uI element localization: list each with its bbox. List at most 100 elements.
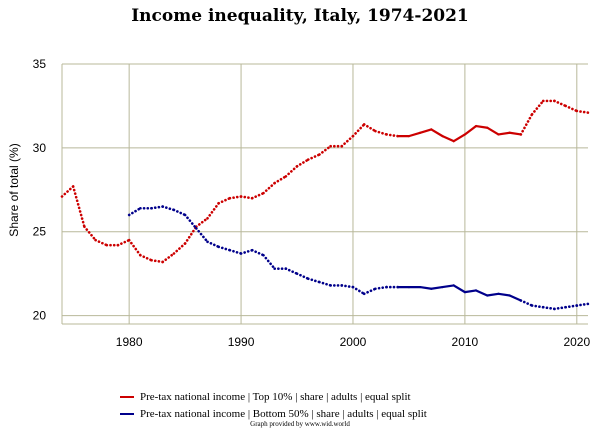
series-segment [318, 280, 332, 287]
x-tick-label: 2010 [452, 335, 479, 349]
series-segment [351, 285, 366, 296]
y-axis-label: Share of total (%) [7, 143, 21, 236]
x-tick-label: 2020 [563, 335, 590, 349]
series-segment [553, 99, 567, 108]
series-segment [497, 131, 511, 136]
series-segment [362, 123, 377, 133]
series-segment [463, 124, 478, 136]
series-segment [284, 165, 299, 178]
series-segment [306, 153, 321, 161]
y-tick-label: 30 [33, 141, 47, 155]
legend-item-top10[interactable]: Pre-tax national income | Top 10% | shar… [120, 388, 427, 405]
series-segment [564, 304, 579, 309]
series-segment [228, 248, 243, 255]
series-segment [508, 294, 522, 302]
series-segment [362, 287, 377, 296]
series-segment [575, 302, 590, 307]
series-segment [127, 238, 142, 257]
series-segment [430, 285, 444, 290]
series-segment [250, 248, 265, 257]
series-segment [519, 113, 534, 136]
legend-label-bottom50: Pre-tax national income | Bottom 50% | s… [140, 407, 427, 420]
series-segment [340, 134, 355, 148]
series-segment [374, 285, 388, 291]
series-segment [530, 304, 545, 309]
series-segment [94, 238, 109, 247]
legend-label-top10: Pre-tax national income | Top 10% | shar… [140, 390, 411, 403]
series-segment [553, 305, 567, 311]
series-segment [183, 213, 198, 230]
series-segment [194, 217, 209, 229]
series-segment [83, 225, 97, 242]
series-segment [60, 185, 75, 198]
series-segment [541, 305, 556, 311]
credit-text: Graph provided by www.wid.world [250, 420, 350, 428]
y-tick-label: 35 [33, 57, 47, 71]
series-segment [127, 206, 142, 217]
series-segment [463, 289, 478, 294]
series-segment [172, 242, 187, 255]
series-segment [262, 253, 276, 270]
series-segment [575, 109, 590, 114]
series-segment [183, 225, 198, 245]
series-segment [71, 185, 86, 229]
series-segment [262, 181, 276, 195]
series-segment [441, 135, 455, 143]
series-segment [150, 258, 165, 264]
series-segment [474, 289, 489, 297]
series-segment [318, 144, 332, 156]
series-segment [374, 129, 388, 136]
series-segment [351, 123, 366, 138]
series-segment [172, 208, 187, 217]
x-tick-label: 1990 [228, 335, 255, 349]
legend: Pre-tax national income | Top 10% | shar… [120, 388, 427, 422]
series-segment [474, 124, 489, 129]
series-segment [284, 267, 299, 275]
series-segment [295, 158, 310, 168]
series-segment [194, 227, 209, 244]
x-tick-label: 2000 [340, 335, 367, 349]
series-segment [430, 128, 444, 138]
series-segment [385, 133, 400, 138]
series-segment [295, 272, 310, 281]
series-segment [217, 196, 232, 205]
series-segment [217, 245, 232, 252]
series-segment [564, 104, 579, 113]
series-0 [60, 99, 590, 264]
series-segment [161, 252, 176, 264]
series-segment [139, 253, 153, 262]
grid [62, 63, 588, 324]
series-segment [239, 195, 254, 200]
legend-swatch-top10 [120, 395, 134, 398]
series-segment [206, 240, 220, 249]
series-segment [239, 248, 254, 255]
y-tick-label: 25 [33, 225, 47, 239]
series-segment [441, 284, 455, 289]
chart-title: Income inequality, Italy, 1974-2021 [131, 6, 469, 26]
series-segment [452, 133, 466, 143]
series-segment [407, 131, 422, 138]
series-segment [486, 126, 500, 136]
series-layer [60, 99, 590, 311]
series-segment [306, 277, 321, 284]
legend-swatch-bottom50 [120, 412, 134, 415]
series-segment [452, 284, 466, 294]
series-segment [161, 205, 176, 212]
series-segment [150, 205, 165, 210]
series-segment [116, 238, 131, 247]
series-segment [419, 285, 433, 290]
series-segment [486, 292, 500, 297]
series-segment [250, 191, 265, 200]
x-tick-label: 1980 [116, 335, 143, 349]
series-segment [419, 128, 433, 134]
series-1 [127, 205, 590, 311]
series-segment [530, 99, 545, 116]
legend-item-bottom50[interactable]: Pre-tax national income | Bottom 50% | s… [120, 405, 427, 422]
y-tick-label: 20 [33, 309, 47, 323]
series-segment [497, 292, 511, 297]
series-segment [206, 201, 220, 220]
series-segment [508, 131, 522, 136]
series-segment [273, 175, 288, 185]
